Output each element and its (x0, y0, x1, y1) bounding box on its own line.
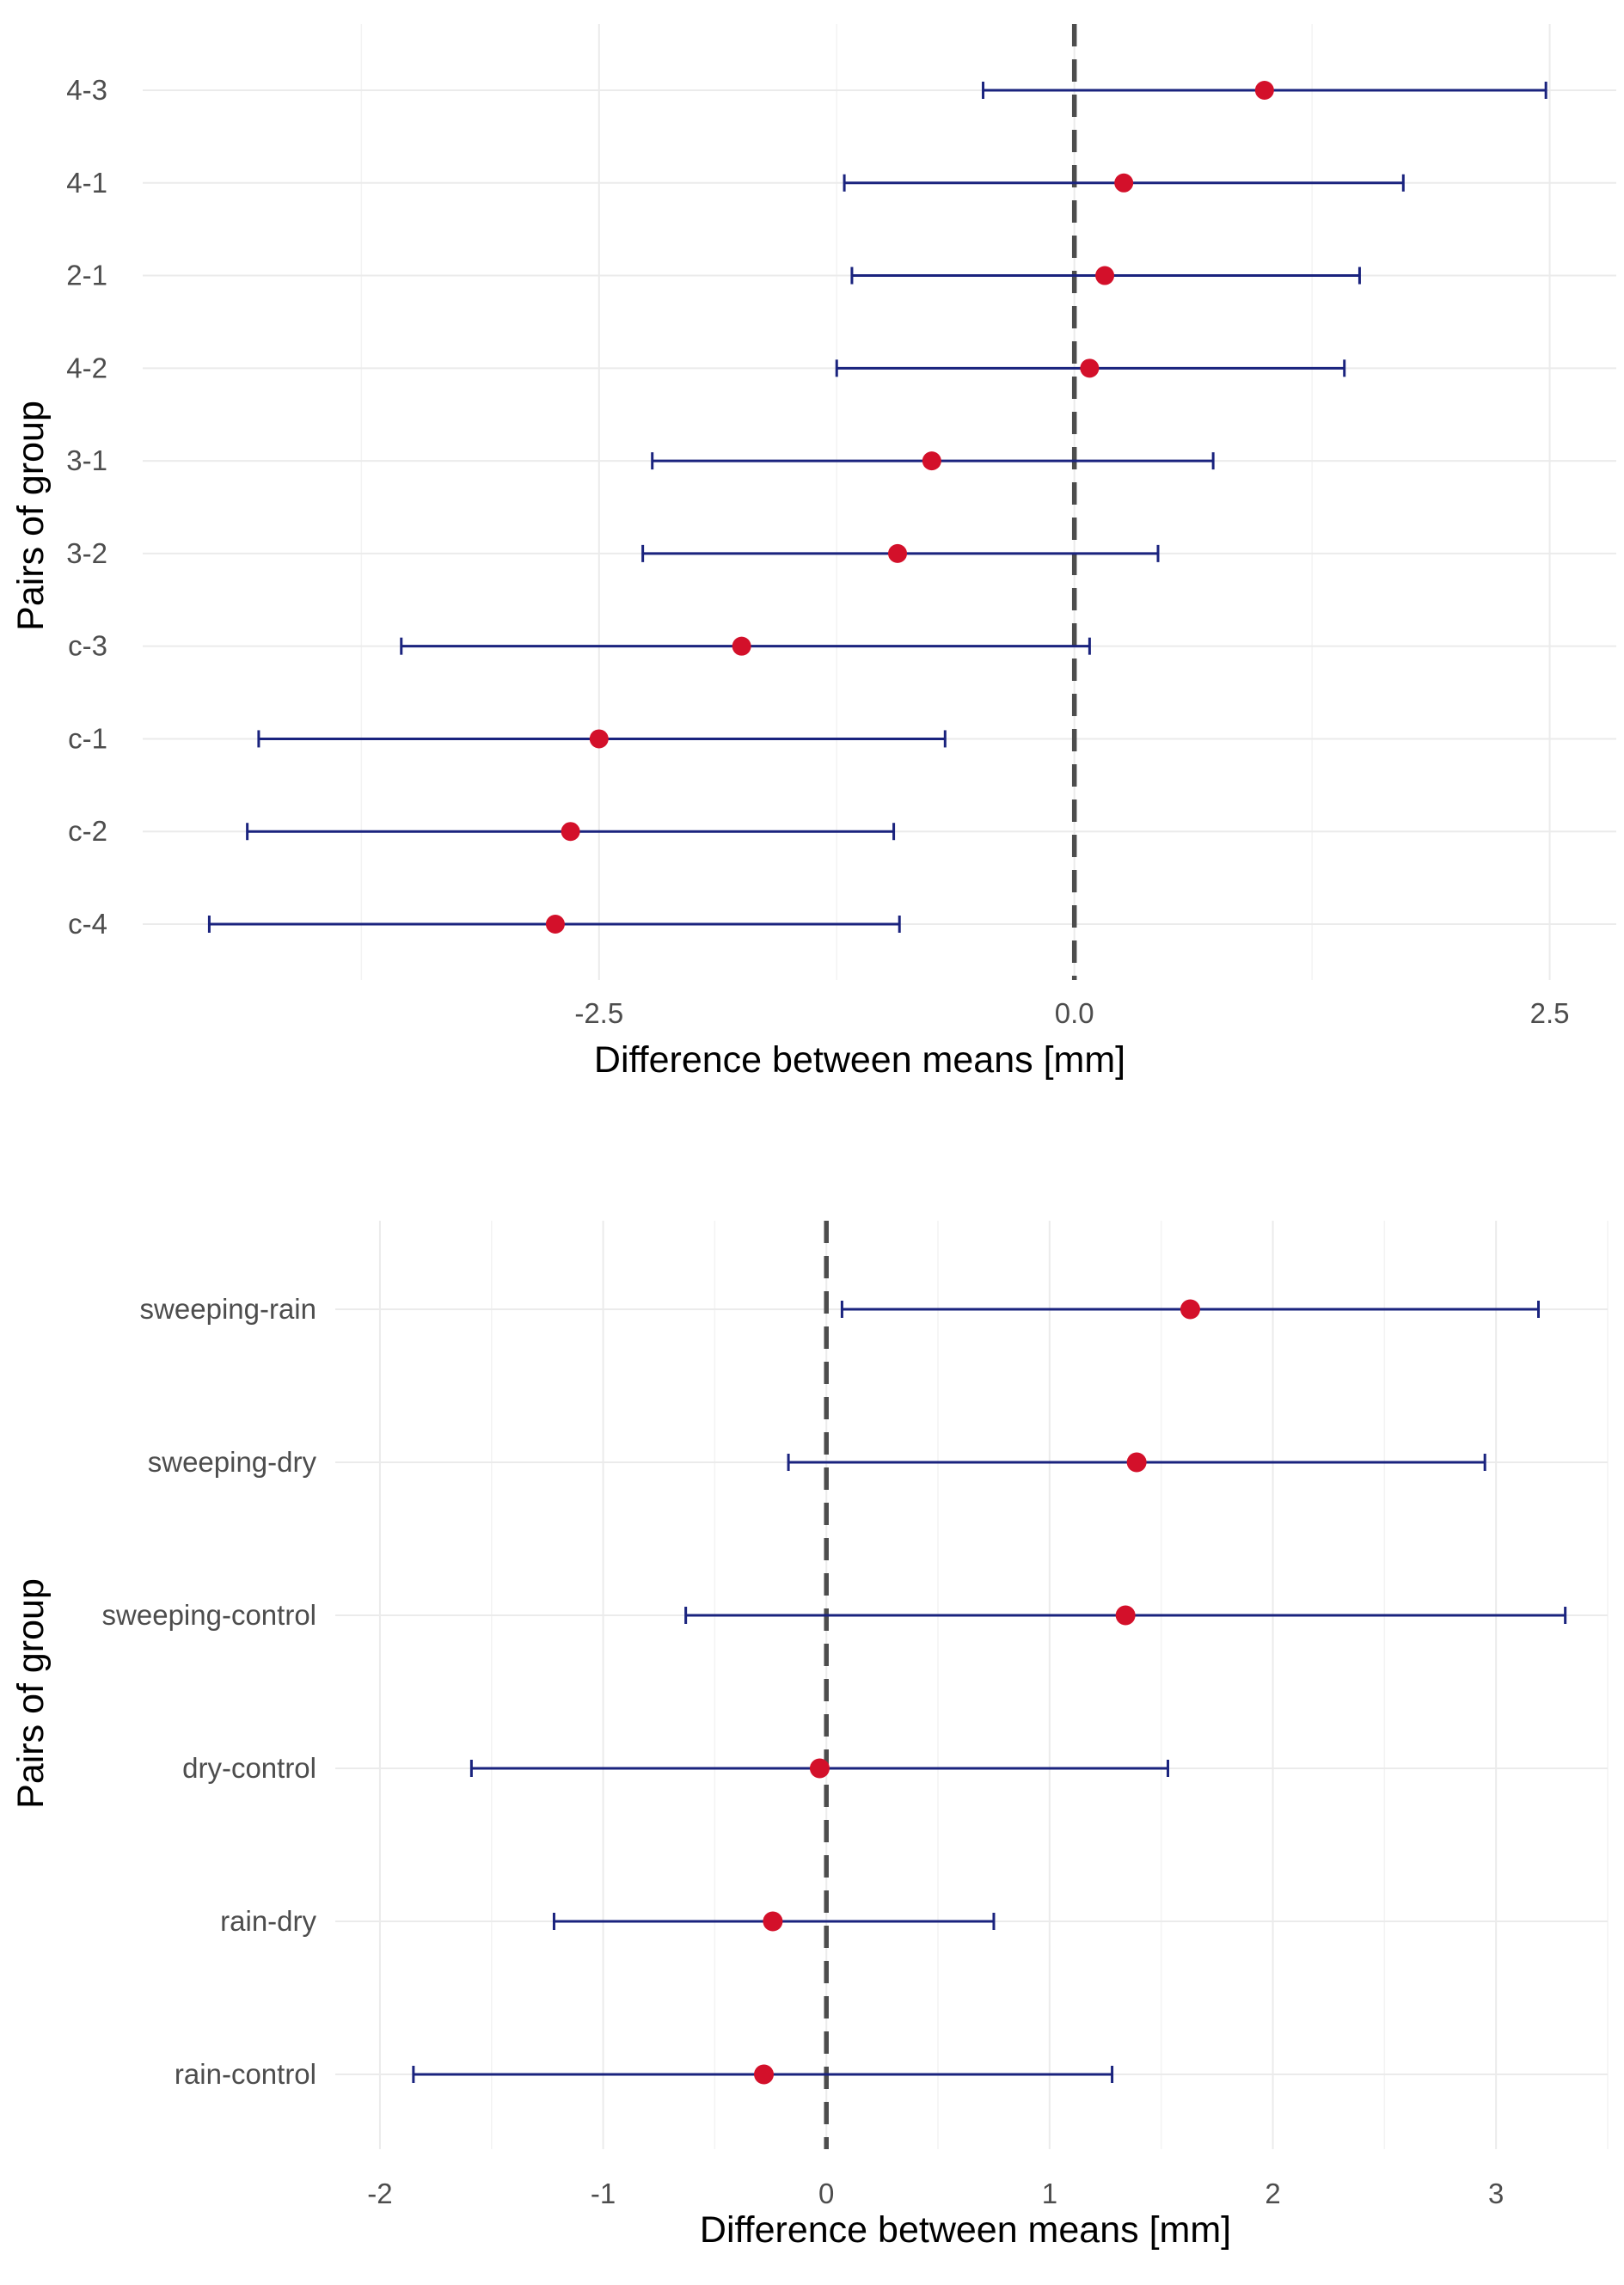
y-tick-label-dry-control: dry-control (182, 1752, 316, 1784)
errorbar-sweeping-rain (840, 1299, 1541, 1320)
estimate-point-4-3 (1254, 81, 1274, 100)
y-tick-label-sweeping-rain: sweeping-rain (140, 1293, 316, 1325)
estimate-point-c-3 (732, 636, 751, 656)
estimate-point-c-2 (561, 822, 580, 842)
errorbar-3-1 (651, 451, 1215, 471)
y-tick-label-sweeping-dry: sweeping-dry (148, 1446, 317, 1478)
estimate-point-4-2 (1080, 358, 1100, 378)
errorbar-c-2 (246, 822, 896, 842)
y-tick-label-4-3: 4-3 (66, 74, 107, 106)
estimate-point-dry-control (809, 1758, 830, 1779)
errorbar-rain-dry (552, 1911, 996, 1932)
x-tick-label: 2 (1265, 2178, 1280, 2209)
estimate-point-2-1 (1095, 266, 1115, 285)
y-tick-label-4-2: 4-2 (66, 352, 107, 383)
estimate-point-rain-control (754, 2064, 775, 2085)
errorbar-2-1 (850, 266, 1361, 285)
estimate-point-c-4 (545, 915, 565, 934)
y-tick-label-c-1: c-1 (68, 722, 107, 754)
y-tick-label-c-2: c-2 (68, 815, 107, 847)
errorbar-3-2 (641, 543, 1160, 563)
x-tick-label: -2.5 (574, 997, 623, 1029)
x-tick-label: 3 (1488, 2178, 1504, 2209)
errorbar-4-2 (835, 358, 1346, 378)
y-tick-label-c-4: c-4 (68, 908, 107, 940)
estimate-point-c-1 (589, 729, 609, 749)
x-axis-title-top: Difference between means [mm] (594, 1039, 1125, 1081)
errorbar-rain-control (412, 2064, 1114, 2085)
chart-bottom: sweeping-rain sweeping-dry sweeping-contro… (10, 1221, 1609, 2251)
x-tick-labels-bottom: -2 -1 0 1 2 3 (367, 2178, 1504, 2209)
errorbar-4-3 (982, 81, 1547, 100)
y-tick-labels-top: 4-3 4-1 2-1 4-2 3-1 3-2 c-3 c-1 c-2 c-4 (66, 74, 107, 940)
x-tick-labels-top: -2.5 0.0 2.5 (574, 997, 1569, 1029)
errorbar-c-4 (207, 915, 901, 934)
y-tick-label-3-2: 3-2 (66, 537, 107, 569)
x-axis-title-bottom: Difference between means [mm] (700, 2209, 1231, 2251)
estimate-point-sweeping-control (1115, 1605, 1136, 1626)
errorbar-4-1 (843, 173, 1405, 193)
errorbar-sweeping-control (684, 1605, 1567, 1626)
y-tick-label-sweeping-control: sweeping-control (102, 1599, 316, 1631)
y-tick-label-rain-control: rain-control (175, 2058, 316, 2090)
estimate-point-rain-dry (763, 1911, 783, 1932)
x-tick-label: -2 (367, 2178, 392, 2209)
errorbar-dry-control (469, 1758, 1169, 1779)
estimate-point-sweeping-dry (1126, 1452, 1147, 1473)
y-axis-title-bottom: Pairs of group (10, 1578, 52, 1809)
x-tick-label: -1 (591, 2178, 616, 2209)
estimate-point-sweeping-rain (1180, 1299, 1200, 1320)
estimate-point-3-2 (888, 543, 908, 563)
y-tick-label-4-1: 4-1 (66, 167, 107, 199)
x-tick-label: 2.5 (1530, 997, 1570, 1029)
errorbars-bottom (412, 1299, 1567, 2085)
y-axis-title-top: Pairs of group (10, 401, 52, 631)
x-tick-label: 1 (1042, 2178, 1057, 2209)
estimate-point-4-1 (1114, 173, 1134, 193)
chart-top: 4-3 4-1 2-1 4-2 3-1 3-2 c-3 c-1 c-2 c-4 -2.5 0.0 2.… (10, 24, 1616, 1081)
errorbar-c-1 (257, 729, 947, 749)
y-tick-label-rain-dry: rain-dry (220, 1905, 316, 1937)
errorbars-top (207, 81, 1547, 934)
errorbar-c-3 (400, 636, 1091, 656)
x-tick-label: 0.0 (1055, 997, 1094, 1029)
y-tick-labels-bottom: sweeping-rain sweeping-dry sweeping-contro… (102, 1293, 317, 2090)
errorbar-sweeping-dry (787, 1452, 1486, 1473)
x-tick-label: 0 (818, 2178, 834, 2209)
y-tick-label-2-1: 2-1 (66, 260, 107, 291)
y-tick-label-3-1: 3-1 (66, 444, 107, 476)
y-tick-label-c-3: c-3 (68, 630, 107, 662)
estimate-point-3-1 (922, 451, 941, 471)
